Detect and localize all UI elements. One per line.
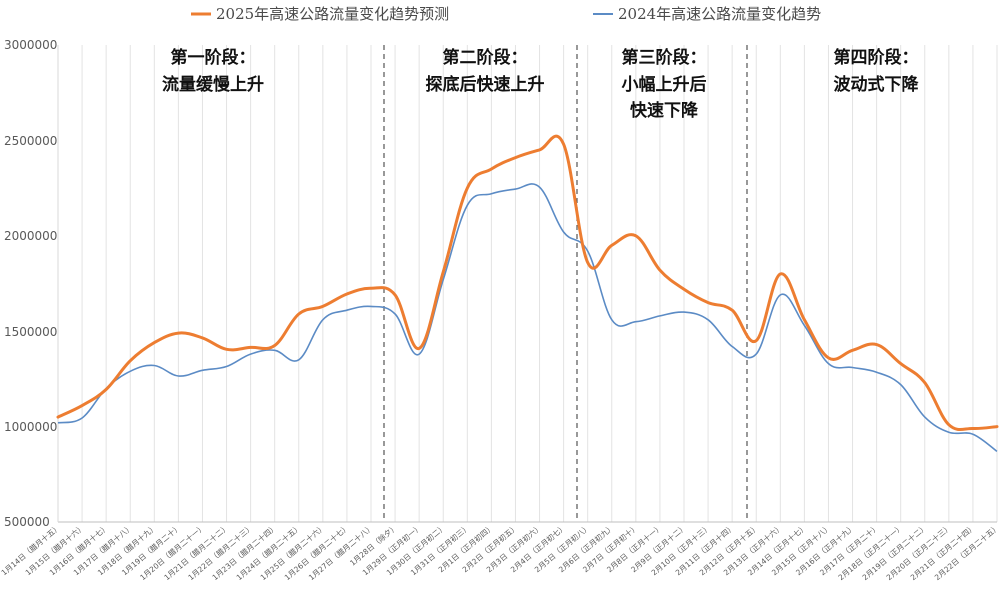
phase-1-line-2: 流量缓慢上升 — [162, 74, 264, 95]
phase-1-line-1: 第一阶段： — [171, 47, 256, 68]
vertical-gridlines — [81, 45, 998, 522]
phase-2-line-1: 第二阶段： — [443, 47, 528, 68]
legend-label-2025: 2025年高速公路流量变化趋势预测 — [216, 5, 449, 23]
y-tick-label: 3000000 — [4, 38, 57, 52]
x-axis: 1月14日（腊月十五）1月15日（腊月十六）1月16日（腊月十七）1月17日（腊… — [0, 522, 1000, 582]
phase-label-3: 第三阶段： 小幅上升后 快速下降 — [622, 47, 707, 121]
y-tick-label: 2500000 — [4, 134, 57, 148]
series-line-2024 — [57, 183, 998, 453]
phase-label-2: 第二阶段： 探底后快速上升 — [426, 47, 545, 95]
phase-3-line-1: 第三阶段： — [622, 47, 707, 68]
phase-2-line-2: 探底后快速上升 — [426, 74, 545, 95]
legend-label-2024: 2024年高速公路流量变化趋势 — [618, 5, 821, 23]
phase-4-line-1: 第四阶段： — [834, 47, 919, 68]
y-tick-label: 500000 — [4, 515, 50, 529]
y-axis: 3000000 2500000 2000000 1500000 1000000 … — [4, 38, 57, 529]
legend: 2025年高速公路流量变化趋势预测 2024年高速公路流量变化趋势 — [191, 5, 821, 23]
phase-label-1: 第一阶段： 流量缓慢上升 — [162, 47, 264, 95]
y-tick-label: 1000000 — [4, 420, 57, 434]
phase-4-line-2: 波动式下降 — [834, 74, 920, 95]
y-tick-label: 2000000 — [4, 229, 57, 243]
phase-3-line-3: 快速下降 — [630, 100, 699, 121]
phase-label-4: 第四阶段： 波动式下降 — [834, 47, 920, 95]
phase-3-line-2: 小幅上升后 — [622, 74, 707, 95]
y-tick-label: 1500000 — [4, 325, 57, 339]
series-line-2025 — [56, 134, 999, 432]
